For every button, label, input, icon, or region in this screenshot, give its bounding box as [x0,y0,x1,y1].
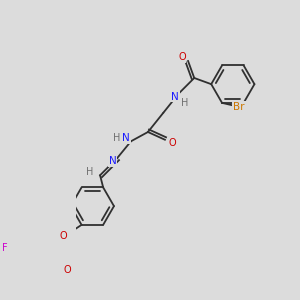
Text: N: N [109,156,116,166]
Text: H: H [85,167,93,177]
Text: O: O [178,52,186,62]
Text: O: O [64,265,71,275]
Text: H: H [181,98,188,109]
Text: F: F [2,243,7,253]
Text: Br: Br [233,102,245,112]
Text: N: N [171,92,179,101]
Text: H: H [113,133,121,143]
Text: N: N [122,133,130,143]
Text: O: O [59,231,67,241]
Text: O: O [168,138,176,148]
